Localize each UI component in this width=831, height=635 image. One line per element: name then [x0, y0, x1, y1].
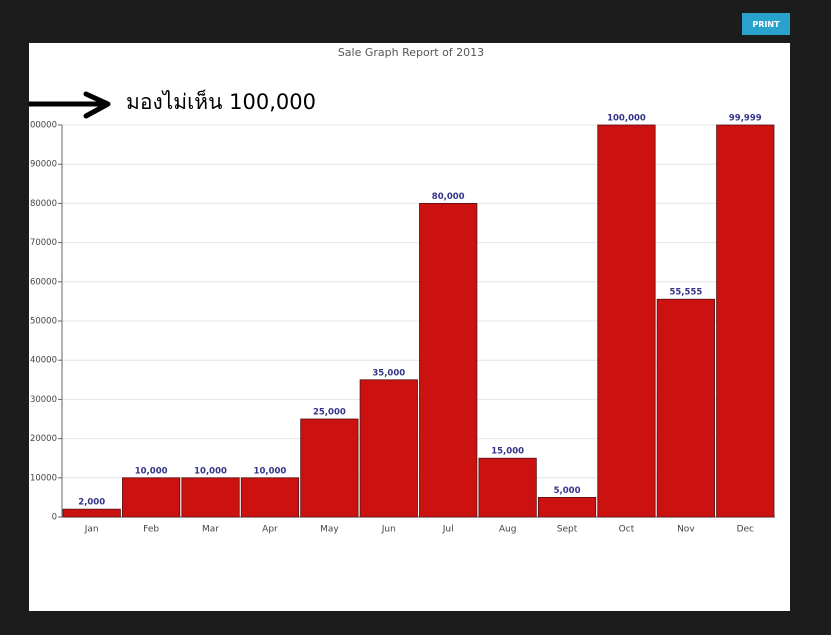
value-label: 10,000: [254, 466, 287, 476]
bar: [537, 496, 597, 518]
bar: [656, 298, 715, 518]
x-tick-label: Jan: [84, 525, 99, 535]
y-tick-label: 60000: [30, 277, 57, 287]
bar: [181, 477, 240, 518]
y-tick-label: 0: [52, 513, 57, 523]
x-tick-label: Apr: [262, 525, 278, 535]
value-label: 25,000: [313, 408, 346, 418]
arrow: [29, 91, 111, 119]
value-label: 2,000: [78, 498, 105, 508]
value-label: 5,000: [554, 486, 581, 496]
y-tick-label: 40000: [30, 356, 57, 366]
x-tick-label: Sept: [557, 525, 578, 535]
x-tick-label: Jul: [442, 525, 454, 535]
value-label: 15,000: [491, 447, 524, 457]
x-tick-label: Oct: [619, 525, 635, 535]
value-label: 80,000: [432, 192, 465, 202]
y-tick-label: 90000: [30, 160, 57, 170]
bar: [62, 508, 121, 518]
plot: Sale Graph Report of 2013 มองไม่เห็น 100…: [25, 46, 775, 535]
x-tick-label: Mar: [202, 525, 219, 535]
bar: [419, 202, 478, 518]
annotation: มองไม่เห็น 100,000: [126, 88, 316, 114]
bar: [597, 124, 656, 518]
value-label: 55,555: [669, 288, 702, 298]
y-tick-label: 20000: [30, 434, 57, 444]
bar: [359, 379, 418, 518]
bar: [300, 418, 359, 518]
value-label: 10,000: [135, 466, 168, 476]
print-button[interactable]: [742, 13, 790, 35]
bar: [716, 124, 775, 518]
x-tick-label: Jun: [381, 525, 396, 535]
bar: [122, 477, 181, 518]
chart-title: Sale Graph Report of 2013: [338, 46, 484, 59]
bar: [240, 477, 300, 518]
y-tick-label: 30000: [30, 395, 57, 405]
y-tick-label: 100000: [25, 121, 57, 131]
x-tick-label: May: [320, 525, 339, 535]
x-tick-label: Aug: [499, 525, 517, 535]
print-button-label[interactable]: PRINT: [752, 20, 780, 29]
y-tick-label: 70000: [30, 238, 57, 248]
value-label: 35,000: [372, 368, 405, 378]
value-label: 99,999: [729, 114, 762, 124]
bar: [478, 457, 537, 518]
y-tick-label: 80000: [30, 199, 57, 209]
x-tick-label: Nov: [677, 525, 695, 535]
y-tick-label: 50000: [30, 317, 57, 327]
x-tick-label: Feb: [143, 525, 159, 535]
y-tick-label: 10000: [30, 473, 57, 483]
x-tick-label: Dec: [737, 525, 754, 535]
value-label: 100,000: [607, 114, 646, 124]
value-label: 10,000: [194, 466, 227, 476]
